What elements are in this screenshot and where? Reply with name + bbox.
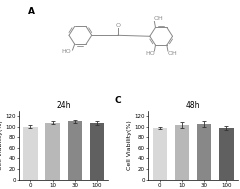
Title: 48h: 48h [186,101,200,110]
Bar [90,123,104,180]
Bar [45,123,60,180]
Bar [175,125,189,180]
Text: OH: OH [168,51,178,56]
Bar [197,124,211,180]
Bar [23,126,38,180]
Y-axis label: Cell Viability(%): Cell Viability(%) [0,120,3,170]
Text: C: C [114,96,121,105]
Title: 24h: 24h [57,101,71,110]
Text: OH: OH [153,16,163,21]
Text: A: A [28,7,35,16]
Text: HO: HO [61,49,71,54]
Y-axis label: Cell Viability(%): Cell Viability(%) [127,120,132,170]
Text: HO: HO [145,51,155,56]
Bar [219,128,234,180]
Bar [68,121,82,180]
Bar [152,128,167,180]
Text: O: O [116,23,121,28]
